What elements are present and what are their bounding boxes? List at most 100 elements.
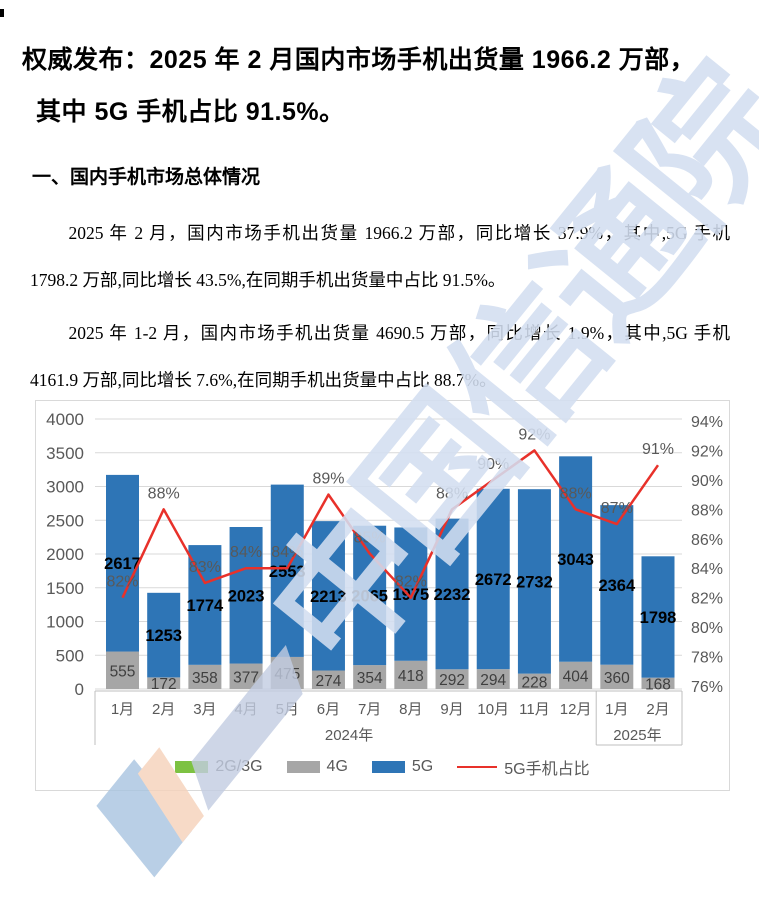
bar-label-4g: 228 (521, 674, 547, 691)
bar-5g (311, 521, 345, 671)
bar-label-4g: 294 (480, 672, 506, 689)
bar-label-4g: 377 (233, 669, 259, 686)
percent-label: 84% (271, 544, 303, 561)
right-axis-tick-label: 86% (691, 532, 723, 549)
bar-4g (517, 673, 551, 689)
bar-label-4g: 555 (110, 663, 136, 680)
document-title-line2: 其中 5G 手机占比 91.5%。 (36, 98, 345, 126)
right-axis-tick-label: 84% (691, 561, 723, 578)
bar-5g (476, 488, 510, 670)
bar-4g (559, 661, 593, 689)
bar-4g (353, 665, 387, 689)
chart-plot-area: 4000 3500 3000 2500 2000 1500 1000 500 0 94% 92% 90… (46, 410, 723, 746)
legend-item-5g-share: 5G手机占比 (457, 755, 590, 779)
percent-label: 84% (230, 544, 262, 561)
bar-label-4g: 168 (645, 676, 671, 693)
bar-5g (600, 505, 634, 665)
month-label: 3月 (193, 701, 216, 718)
bar-4g (435, 669, 469, 689)
month-label: 7月 (358, 701, 381, 718)
legend-label: 5G (411, 758, 434, 775)
month-label: 11月 (519, 701, 550, 718)
left-axis-tick-label: 4000 (46, 410, 84, 429)
right-axis-tick-label: 76% (691, 679, 723, 696)
legend-item-5g: 5G (371, 758, 434, 776)
bar-4g (600, 664, 634, 689)
month-label: 6月 (317, 701, 340, 718)
document-title-line1: 权威发布：2025 年 2 月国内市场手机出货量 1966.2 万部， (22, 46, 696, 74)
page-edge-mark (0, 9, 4, 17)
bar-5g (394, 527, 428, 661)
month-label: 9月 (440, 701, 463, 718)
left-axis-tick-label: 2500 (46, 511, 84, 530)
percent-label: 87% (601, 500, 633, 517)
bar-5g (559, 456, 593, 662)
percent-label: 88% (436, 485, 468, 502)
legend-label: 2G/3G (215, 758, 263, 775)
right-axis-tick-label: 92% (691, 443, 723, 460)
bar-label-4g: 292 (439, 672, 465, 689)
bar-5g (270, 484, 304, 657)
shipments-chart[interactable]: 4000 3500 3000 2500 2000 1500 1000 500 0 94% 92% 90… (35, 400, 730, 791)
bar-label-5g: 2617 (104, 555, 141, 573)
month-label: 1月 (605, 701, 628, 718)
year-label: 2024年 (325, 727, 373, 744)
legend-item-2g3g: 2G/3G (175, 758, 263, 776)
legend-label: 5G手机占比 (504, 761, 590, 778)
paragraph-jan-feb: 2025 年 1-2 月，国内市场手机出货量 4690.5 万部，同比增长 1.… (30, 323, 730, 390)
right-axis-tick-label: 88% (691, 502, 723, 519)
bar-4g (476, 669, 510, 689)
percent-label: 90% (477, 456, 509, 473)
month-label: 2月 (152, 701, 175, 718)
right-axis-tick-label: 80% (691, 620, 723, 637)
left-axis-tick-label: 2000 (46, 545, 84, 564)
bar-label-5g: 2065 (351, 587, 388, 605)
percent-label: 85% (354, 530, 386, 547)
legend-line-swatch (457, 766, 498, 768)
year-label: 2025年 (613, 727, 661, 744)
bar-label-5g: 2553 (269, 563, 306, 581)
bar-5g (353, 525, 387, 666)
chart-legend: 2G/3G 4G 5G 5G手机占比 (36, 753, 729, 781)
right-axis-tick-label: 94% (691, 414, 723, 431)
percent-label: 82% (395, 574, 427, 591)
right-axis-tick-label: 90% (691, 473, 723, 490)
left-axis-tick-label: 1500 (46, 579, 84, 598)
bar-label-5g: 2364 (598, 577, 636, 595)
legend-color-swatch (371, 761, 405, 773)
month-label: 10月 (477, 701, 509, 718)
percent-label: 83% (189, 559, 221, 576)
left-axis-tick-label: 500 (56, 646, 84, 665)
bar-5g (641, 556, 675, 678)
left-axis-tick-label: 0 (75, 680, 84, 699)
bar-5g (435, 518, 469, 670)
percent-line (121, 449, 660, 599)
bar-label-5g: 3043 (557, 551, 594, 569)
month-label: 1月 (111, 701, 134, 718)
bar-5g (106, 474, 139, 652)
right-axis-tick-label: 78% (691, 650, 723, 667)
percent-label: 89% (312, 471, 344, 488)
percent-label: 88% (560, 485, 592, 502)
right-axis-tick-label: 82% (691, 591, 723, 608)
document-title: 权威发布：2025 年 2 月国内市场手机出货量 1966.2 万部， 其中 5… (22, 34, 737, 138)
bar-5g (229, 527, 263, 664)
bar-label-4g: 172 (151, 676, 177, 693)
bar-4g (641, 677, 675, 689)
percent-label: 82% (106, 574, 138, 591)
bar-label-4g: 418 (398, 668, 424, 685)
bar-label-5g: 2232 (434, 586, 471, 604)
bar-5g (517, 489, 551, 674)
percent-label: 88% (148, 485, 180, 502)
paragraph-february: 2025 年 2 月，国内市场手机出货量 1966.2 万部，同比增长 37.9… (30, 223, 730, 290)
bar-4g (311, 670, 345, 689)
bar-label-4g: 274 (316, 673, 342, 690)
bar-label-5g: 1253 (145, 627, 182, 645)
bar-label-5g: 2213 (310, 588, 347, 606)
bar-label-4g: 358 (192, 670, 218, 687)
percent-label: 92% (518, 426, 550, 443)
bar-label-5g: 2732 (516, 573, 553, 591)
month-label: 8月 (399, 701, 422, 718)
bar-5g (147, 592, 181, 678)
left-axis-tick-label: 3000 (46, 478, 84, 497)
